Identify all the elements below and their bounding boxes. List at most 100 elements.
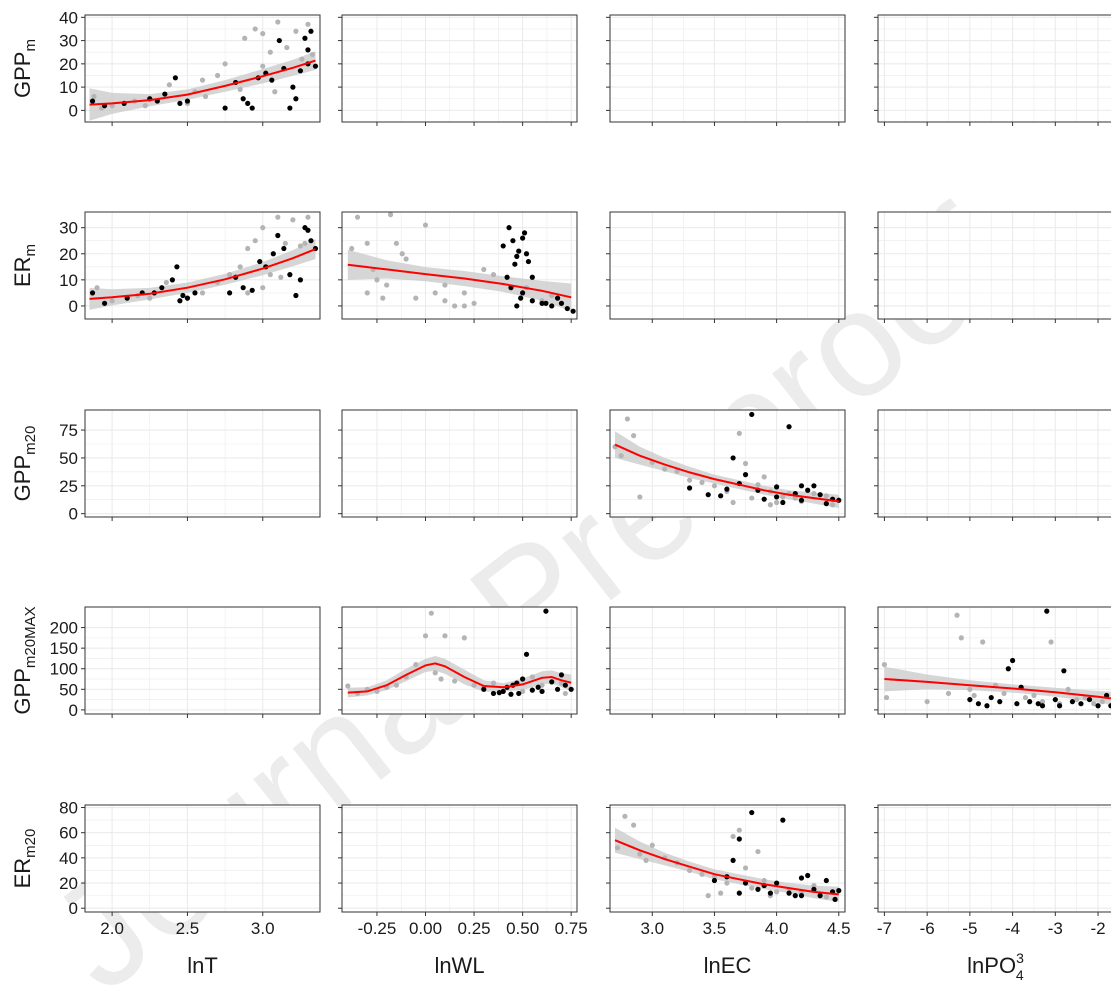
data-point-light [967, 686, 973, 692]
data-point-dark [520, 235, 526, 241]
fit-line [614, 839, 839, 896]
data-point-dark [774, 880, 780, 886]
panel-border [877, 606, 1111, 715]
data-point-light [432, 290, 438, 296]
data-point-dark [523, 251, 530, 257]
data-point-light [971, 692, 977, 699]
data-point-light [471, 300, 477, 306]
panel-background [878, 212, 1111, 319]
data-point-light [724, 880, 730, 886]
panel-background [610, 607, 845, 714]
data-point-light [490, 272, 497, 278]
panel-border [341, 211, 578, 320]
data-point-light [742, 865, 749, 871]
panel-r2-c0: 0 25 50 75 [59, 409, 321, 524]
data-point-dark [169, 277, 175, 283]
panel-border [609, 804, 846, 913]
data-point-dark [823, 501, 829, 507]
data-point-dark [192, 290, 198, 296]
data-point-dark [496, 690, 502, 696]
data-point-dark [89, 98, 96, 104]
y-tick-label: 50 [59, 449, 78, 468]
data-point-light [438, 676, 444, 682]
data-point-light [471, 682, 477, 688]
data-point-dark [554, 295, 561, 301]
data-point-dark [988, 694, 994, 701]
data-point-dark [525, 258, 532, 265]
data-point-dark [730, 455, 736, 461]
data-point-dark [1014, 701, 1020, 707]
data-point-light [622, 813, 628, 819]
data-point-light [980, 639, 986, 645]
data-point-dark [718, 493, 724, 499]
data-point-light [199, 77, 206, 83]
data-point-dark [817, 893, 823, 899]
data-point-light [242, 35, 248, 41]
panel-border [609, 14, 846, 123]
data-point-light [520, 688, 526, 694]
data-point-light [742, 460, 749, 467]
data-point-dark [564, 305, 570, 312]
data-point-light [674, 468, 680, 474]
data-point-light [393, 682, 399, 688]
data-point-dark [535, 684, 541, 690]
data-point-light [823, 894, 829, 900]
data-point-dark [290, 84, 296, 90]
data-point-light [267, 49, 273, 55]
data-point-dark [549, 679, 555, 685]
data-point-dark [543, 608, 549, 614]
y-tick-label: 20 [59, 874, 78, 893]
data-point-dark [984, 703, 990, 709]
data-point-dark [293, 292, 299, 299]
data-point-dark [249, 287, 255, 293]
data-point-dark [554, 686, 561, 692]
data-point-dark [184, 98, 191, 104]
data-point-light [442, 298, 448, 304]
panel-background [610, 15, 845, 122]
y-axis-label-main: GPP [10, 668, 35, 714]
confidence-band [347, 656, 572, 698]
data-point-light [245, 290, 251, 296]
data-point-dark [742, 472, 749, 478]
data-point-dark [249, 105, 255, 111]
data-point-dark [245, 100, 251, 106]
x-tick-label: -0.25 [358, 919, 397, 938]
data-point-light [711, 483, 718, 489]
panel-r0-c0: 0 10 20 30 40 [59, 8, 321, 126]
data-point-dark [1005, 666, 1011, 672]
data-point-dark [516, 248, 522, 254]
data-point-light [1099, 699, 1105, 705]
data-point-dark [749, 411, 755, 418]
data-point-light [730, 833, 736, 840]
data-point-dark [1039, 703, 1046, 709]
x-tick-label: -2 [1090, 919, 1105, 938]
confidence-band [615, 827, 839, 902]
data-point-light [452, 678, 458, 684]
data-point-dark [736, 836, 742, 842]
data-point-light [924, 699, 930, 705]
data-point-dark [558, 300, 565, 306]
x-tick-label: 3.5 [703, 919, 727, 938]
data-point-light [945, 690, 952, 697]
data-point-light [823, 493, 829, 499]
panel-background [342, 805, 577, 912]
data-point-dark [293, 96, 299, 102]
panel-r0-c1 [338, 14, 578, 126]
panel-r4-c3: -7 -6 -5 -4 -3 -2 [874, 804, 1111, 938]
panel-border [877, 804, 1111, 913]
panel-border [609, 409, 846, 518]
data-point-dark [523, 651, 530, 657]
data-point-light [380, 295, 386, 301]
data-point-light [718, 890, 724, 896]
data-point-light [643, 857, 649, 863]
data-point-dark [297, 68, 304, 74]
data-point-dark [1035, 701, 1041, 707]
data-point-dark [761, 496, 767, 502]
data-point-light [780, 494, 786, 500]
y-tick-label: 10 [59, 271, 78, 290]
data-point-light [432, 670, 438, 676]
data-point-light [252, 26, 258, 32]
data-point-dark [529, 274, 535, 280]
y-axis-label-subscript: m20 [22, 829, 39, 858]
